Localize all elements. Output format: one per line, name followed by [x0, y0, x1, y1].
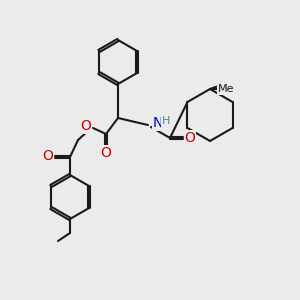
Text: O: O	[184, 131, 195, 145]
Text: O: O	[81, 119, 92, 133]
Text: Me: Me	[218, 84, 234, 94]
Text: O: O	[100, 146, 111, 160]
Text: N: N	[153, 116, 164, 130]
Text: O: O	[43, 149, 53, 163]
Text: H: H	[162, 116, 170, 126]
